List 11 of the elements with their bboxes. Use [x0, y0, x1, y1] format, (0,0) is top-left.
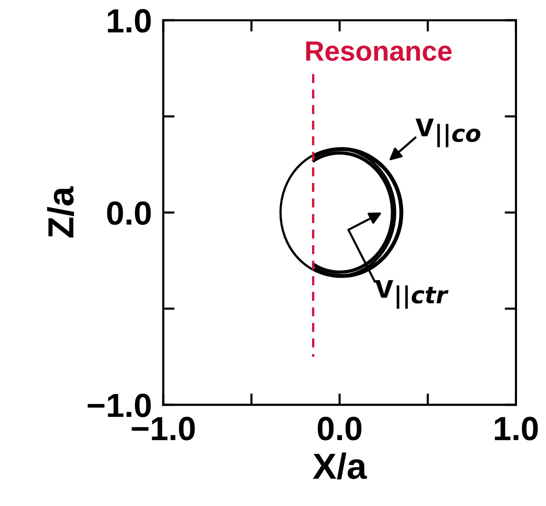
- y-tick-label: −1.0: [88, 394, 151, 418]
- x-tick-label: 0.0: [318, 416, 362, 440]
- y-axis-title: Z/a: [47, 186, 74, 238]
- y-tick-label: 1.0: [108, 9, 151, 33]
- x-axis-title: X/a: [312, 452, 367, 480]
- series-label: Resonance: [306, 42, 452, 61]
- x-tick-label: −1.0: [132, 416, 195, 440]
- annotation: v$_{||ctr}$: [375, 280, 448, 309]
- x-tick-label: 1.0: [494, 416, 538, 440]
- annotation: v$_{||co}$: [416, 118, 480, 148]
- y-tick-label: 0.0: [107, 201, 151, 225]
